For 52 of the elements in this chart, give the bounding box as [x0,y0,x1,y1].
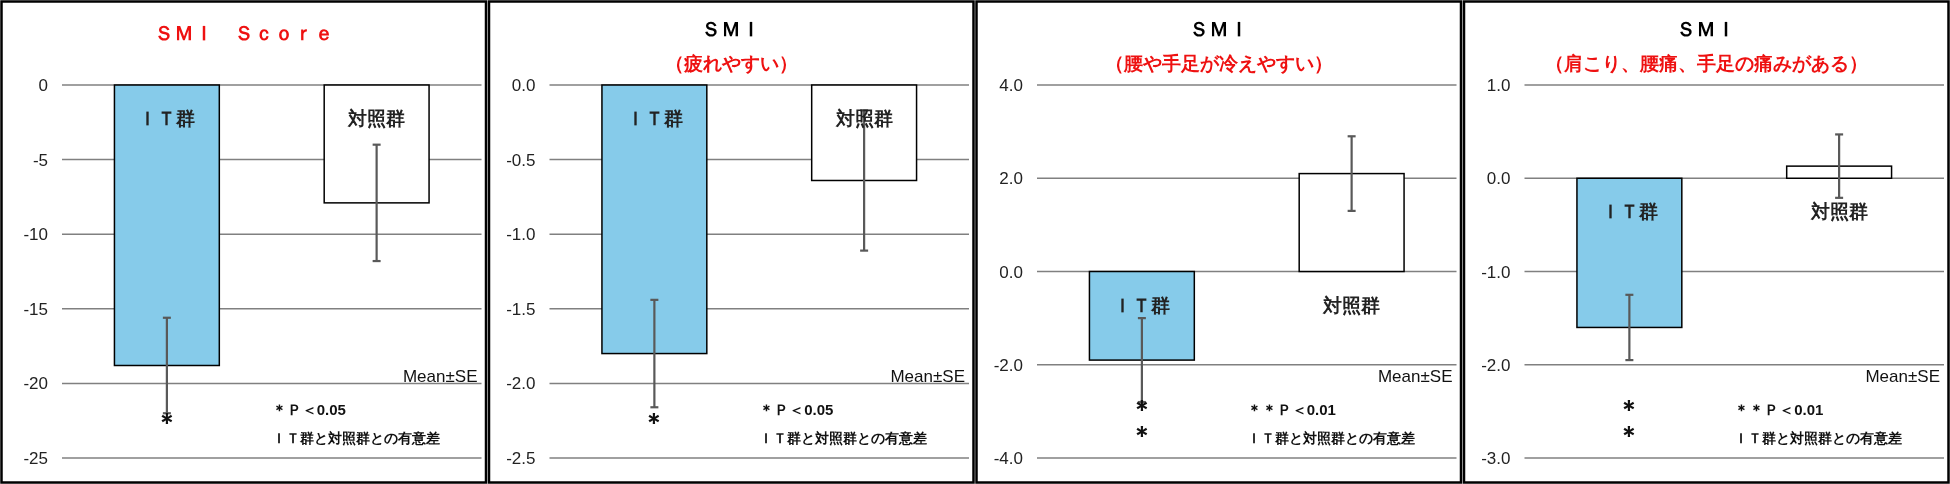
annotation: ＊＊ [1617,394,1642,448]
annotation: Mean±SE [1865,366,1940,386]
title: ＳＭＩ Ｓｃｏｒｅ [153,22,334,44]
annotation: ＩＴ群と対照群との有意差 [759,430,928,447]
category: ＩＴ群 [1600,201,1658,223]
annotation: ＊Ｐ＜0.05 [271,401,346,419]
ytick: 2.0 [999,169,1023,189]
ytick: -5 [32,150,48,170]
category: 対照群 [1323,294,1381,316]
title: ＳＭＩ [1676,18,1737,40]
annotation: ＊＊Ｐ＜0.01 [1246,401,1336,419]
category: ＩＴ群 [1113,294,1171,316]
annotation: ＊＊Ｐ＜0.01 [1734,401,1824,419]
ytick: -20 [23,374,48,394]
ytick: 1.0 [1486,76,1511,95]
ytick: 0 [38,76,48,95]
category: 対照群 [348,108,406,129]
annotation: ＩＴ群と対照群との有意差 [271,430,440,447]
annotation: ＊＊ [1129,394,1154,448]
ytick: 4.0 [999,76,1023,95]
annotation: ＊Ｐ＜0.05 [759,401,834,419]
title: ＳＭＩ [701,18,762,40]
ytick: -15 [23,299,48,319]
category: ＩＴ群 [138,108,196,129]
ytick: -1.5 [506,299,536,319]
annotation: Mean±SE [402,366,478,386]
annotation: Mean±SE [1377,366,1453,386]
annotation: ＩＴ群と対照群との有意差 [1734,430,1903,447]
annotation: ＊ [642,407,667,435]
category: ＩＴ群 [625,108,683,129]
ytick: -2.0 [1481,355,1511,375]
annotation: Mean±SE [890,366,965,386]
subtitle: （肩こり、腰痛、手足の痛みがある） [1544,53,1868,74]
title: ＳＭＩ [1188,18,1249,40]
ytick: -25 [23,449,48,468]
ytick: -2.0 [506,374,536,394]
ytick: -4.0 [993,449,1023,468]
ytick: -3.0 [1481,449,1511,468]
ytick: 0.0 [511,76,536,95]
ytick: -10 [23,225,48,245]
annotation: ＊ [154,407,179,435]
ytick: -2.5 [506,449,536,468]
subtitle: （疲れやすい） [664,53,798,74]
annotation: ＩＴ群と対照群との有意差 [1246,430,1415,447]
ytick: -1.0 [506,225,536,245]
ytick: 0.0 [999,262,1023,282]
subtitle: （腰や手足が冷えやすい） [1104,53,1333,74]
ytick: -1.0 [1481,262,1511,282]
ytick: 0.0 [1486,169,1511,189]
category: 対照群 [1810,201,1868,223]
ytick: -0.5 [506,150,536,170]
ytick: -2.0 [993,355,1023,375]
